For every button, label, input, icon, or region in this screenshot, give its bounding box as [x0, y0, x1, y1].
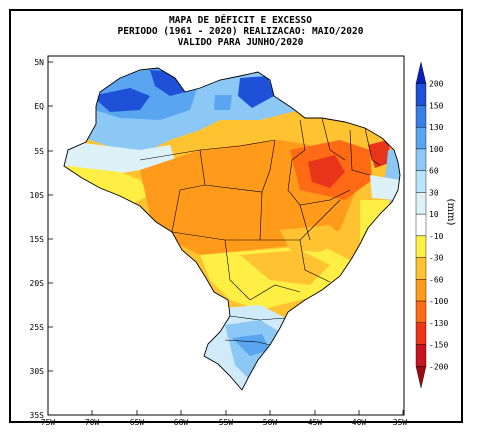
colorbar-tick-label: 10: [429, 210, 439, 219]
lat-label: EQ: [34, 102, 44, 111]
lon-label: 55W: [219, 418, 234, 427]
colorbar-tick-label: 30: [429, 188, 439, 197]
colorbar-swatch: [415, 235, 427, 258]
lon-label: 40W: [352, 418, 367, 427]
lon-label: 35W: [393, 418, 408, 427]
map-title-line1: MAPA DE DÉFICIT E EXCESSO: [169, 15, 312, 26]
lon-label: 60W: [174, 418, 189, 427]
lat-label: 15S: [30, 235, 45, 244]
colorbar-swatch: [415, 83, 427, 106]
colorbar-swatch: [415, 344, 427, 367]
colorbar-tick-label: -10: [429, 232, 444, 241]
colorbar-tick-label: 100: [429, 145, 444, 154]
colorbar-swatch: [415, 148, 427, 171]
lon-label: 70W: [85, 418, 100, 427]
colorbar-tick-label: 200: [429, 80, 444, 89]
colorbar-swatch: [415, 126, 427, 150]
longitude-labels: 75W 70W 65W 60W 55W 50W 45W 40W 35W: [41, 418, 408, 427]
latitude-labels: 5N EQ 5S 10S 15S 20S 25S 30S 35S: [30, 58, 45, 420]
colorbar-swatch: [415, 192, 427, 215]
colorbar-tick-label: -60: [429, 275, 444, 284]
colorbar-swatch: [415, 61, 427, 84]
map-title-line2: PERIODO (1961 - 2020) REALIZACAO: MAIO/2…: [117, 26, 364, 37]
state-borders: [139, 117, 381, 346]
colorbar-tick-label: -150: [429, 341, 448, 350]
colorbar-swatch: [415, 300, 427, 324]
colorbar-tick-label: 60: [429, 167, 439, 176]
lon-label: 65W: [130, 418, 145, 427]
lat-label: 25S: [30, 323, 45, 332]
map-title-line3: VALIDO PARA JUNHO/2020: [177, 37, 304, 48]
colorbar-swatch: [415, 213, 427, 237]
colorbar-swatch: [415, 105, 427, 128]
colorbar-swatch: [415, 279, 427, 302]
colorbar-unit-label: (mm): [445, 199, 456, 226]
colorbar-tick-label: -30: [429, 254, 444, 263]
colorbar-swatch: [415, 257, 427, 280]
lat-label: 5S: [34, 147, 44, 156]
colorbar: 200 150 130 100 60 30 10 -10 -30 -60 -100 -130 -150 -…: [415, 61, 448, 389]
colorbar-tick-label: 150: [429, 101, 444, 110]
colorbar-swatch: [415, 322, 427, 345]
colorbar-tick-label: -130: [429, 319, 448, 328]
colorbar-tick-label: 130: [429, 123, 444, 132]
colorbar-tick-label: -100: [429, 297, 448, 306]
lon-label: 45W: [308, 418, 323, 427]
lat-label: 35S: [30, 411, 45, 420]
colorbar-tick-label: -200: [429, 362, 448, 371]
lon-label: 75W: [41, 418, 56, 427]
lat-label: 20S: [30, 279, 45, 288]
lon-label: 50W: [263, 418, 278, 427]
colorbar-swatch: [415, 170, 427, 193]
lat-label: 5N: [34, 58, 44, 67]
lat-label: 10S: [30, 191, 45, 200]
colorbar-swatch: [415, 366, 427, 389]
lat-label: 30S: [30, 367, 45, 376]
axis-ticks: [47, 61, 404, 416]
